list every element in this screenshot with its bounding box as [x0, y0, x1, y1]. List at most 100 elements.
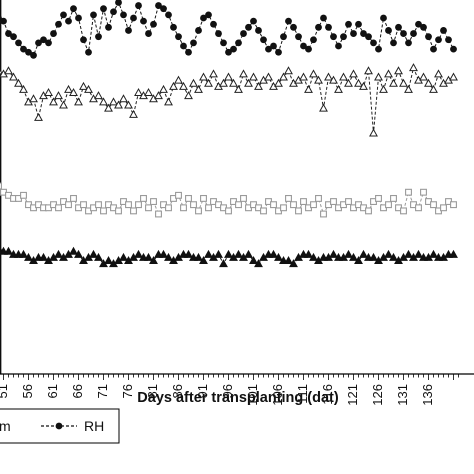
data-point: [234, 84, 243, 93]
data-point: [355, 20, 362, 28]
data-point: [55, 20, 62, 28]
data-point: [89, 249, 98, 258]
data-point: [164, 97, 173, 106]
data-point: [20, 191, 27, 199]
data-point: [399, 78, 408, 87]
x-tick-label: 111: [295, 384, 310, 404]
data-point: [280, 33, 287, 41]
data-point: [159, 84, 168, 93]
data-point: [415, 20, 422, 28]
data-point: [134, 249, 143, 258]
data-point: [15, 39, 22, 47]
data-point: [220, 39, 227, 47]
data-point: [70, 194, 77, 202]
data-point: [285, 17, 292, 25]
data-point: [130, 207, 137, 215]
data-point: [40, 36, 47, 44]
data-point: [169, 81, 178, 90]
data-point: [385, 27, 392, 34]
data-point: [225, 207, 232, 215]
data-point: [205, 204, 212, 212]
legend: m RH: [0, 408, 120, 444]
data-point: [165, 204, 172, 212]
data-point: [309, 252, 318, 261]
data-point: [170, 23, 177, 31]
data-point: [210, 20, 217, 28]
data-point: [34, 112, 43, 121]
data-point: [209, 69, 218, 78]
data-point: [175, 33, 182, 41]
data-point: [4, 246, 13, 255]
data-point: [79, 81, 88, 90]
data-point: [105, 23, 112, 31]
data-point: [329, 249, 338, 258]
x-tick-label: 86: [170, 384, 185, 398]
data-point: [430, 201, 437, 209]
data-point: [95, 33, 102, 41]
data-point: [345, 20, 352, 28]
data-point: [44, 88, 53, 97]
data-point: [10, 33, 17, 41]
data-point: [369, 128, 378, 137]
data-point: [134, 88, 143, 97]
data-point: [364, 66, 373, 75]
data-point: [324, 72, 333, 81]
data-point: [65, 201, 72, 209]
data-point: [284, 256, 293, 265]
data-point: [114, 100, 123, 109]
x-axis-title: Days after transplanting (dat): [137, 390, 339, 406]
data-point: [194, 252, 203, 261]
data-point: [80, 36, 87, 44]
data-point: [299, 72, 308, 81]
data-point: [224, 72, 233, 81]
data-point: [349, 252, 358, 261]
data-point: [140, 17, 147, 25]
x-tick-label: 136: [420, 384, 435, 406]
data-point: [9, 72, 18, 81]
data-point: [205, 11, 212, 19]
data-point: [195, 27, 202, 34]
data-point: [405, 188, 412, 196]
data-point: [150, 198, 157, 206]
data-point: [94, 252, 103, 261]
x-tick-label: 71: [95, 384, 110, 398]
data-point: [24, 252, 33, 261]
data-point: [254, 81, 263, 90]
data-point: [150, 20, 157, 28]
data-point: [0, 182, 2, 190]
data-point: [400, 30, 407, 37]
data-point: [85, 48, 92, 56]
data-point: [385, 201, 392, 209]
data-point: [75, 14, 82, 22]
data-point: [389, 78, 398, 87]
data-point: [274, 252, 283, 261]
data-point: [144, 252, 153, 261]
x-tick-label: 66: [70, 384, 85, 398]
data-point: [295, 33, 302, 41]
data-point: [334, 84, 343, 93]
data-point: [165, 11, 172, 19]
x-tick-label: 101: [245, 384, 260, 406]
data-point: [164, 252, 173, 261]
data-point: [155, 210, 162, 218]
data-point: [354, 78, 363, 87]
data-point: [39, 252, 48, 261]
data-point: [330, 198, 337, 206]
data-point: [420, 188, 427, 196]
data-point: [269, 249, 278, 258]
data-point: [115, 0, 122, 6]
data-point: [149, 256, 158, 265]
data-point: [55, 204, 62, 212]
data-point: [390, 39, 397, 47]
data-point: [384, 249, 393, 258]
data-point: [309, 69, 318, 78]
data-point: [119, 252, 128, 261]
data-point: [199, 256, 208, 265]
data-point: [19, 249, 28, 258]
legend-marker-rh: [55, 422, 63, 430]
data-point: [405, 39, 412, 47]
series-filled-triangle: [0, 246, 458, 268]
data-point: [194, 84, 203, 93]
data-point: [135, 2, 142, 9]
data-point: [329, 75, 338, 84]
